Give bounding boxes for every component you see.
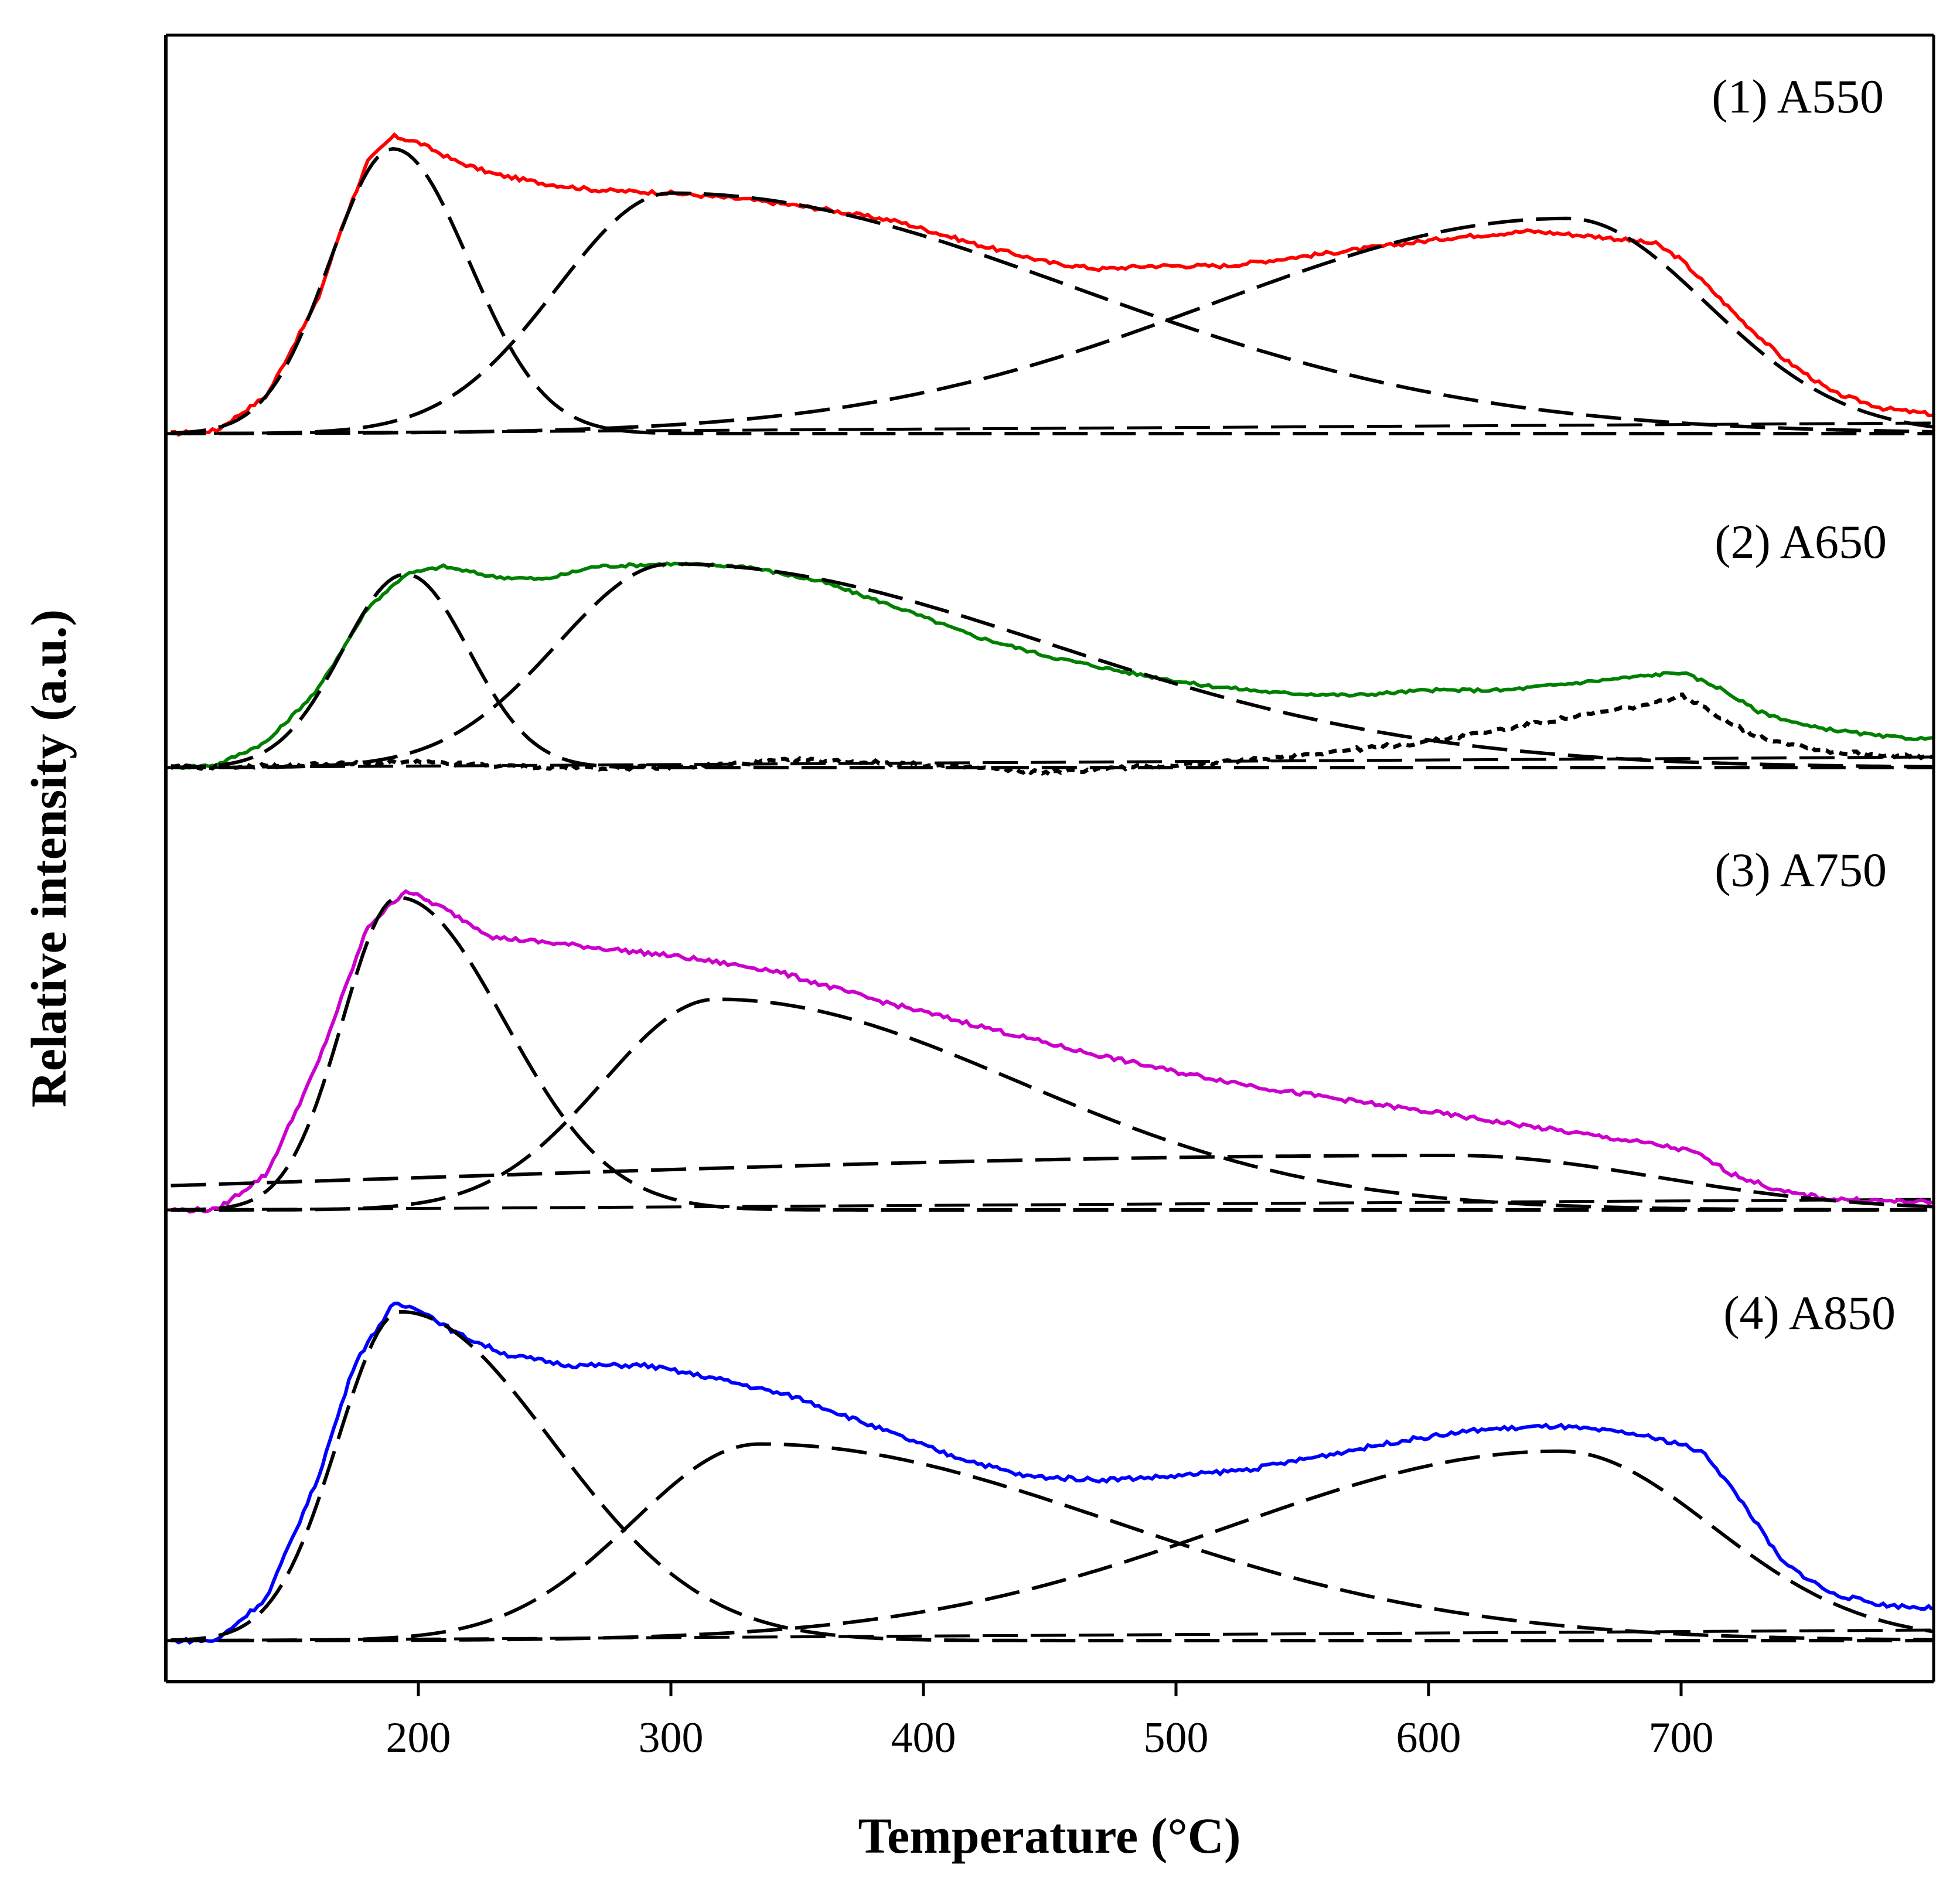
x-tick-label-300: 300 bbox=[639, 1714, 704, 1762]
y-axis-title: Relative intensity (a.u.) bbox=[21, 609, 77, 1107]
panel-4: (4) A850 bbox=[165, 1286, 1934, 1645]
x-tick-label-400: 400 bbox=[891, 1714, 956, 1762]
x-tick-label-200: 200 bbox=[386, 1714, 451, 1762]
x-ticks: 200 300 400 500 600 700 bbox=[386, 1682, 1714, 1762]
panel-1-fit-component-3 bbox=[171, 216, 1934, 435]
panel-4-fit-component-2 bbox=[171, 1442, 1934, 1642]
panel-1-measured-curve bbox=[171, 132, 1932, 437]
panel-1-fit-component-2 bbox=[171, 191, 1934, 435]
axes bbox=[164, 33, 1935, 1683]
panel-4-fit-component-1 bbox=[171, 1310, 1934, 1642]
panel-3-measured-curve bbox=[170, 889, 1933, 1214]
panel-1-label: (1) A550 bbox=[1712, 70, 1884, 123]
panel-3-fit-component-3 bbox=[171, 1154, 1934, 1209]
panel-3: (3) A750 bbox=[165, 843, 1934, 1214]
panel-1-fit-component-1 bbox=[171, 146, 1934, 435]
panel-3-fit-component-2 bbox=[171, 997, 1934, 1212]
panel-2-measured-curve bbox=[169, 561, 1933, 770]
panel-2: (2) A650 bbox=[165, 515, 1934, 778]
panel-3-baseline bbox=[165, 1198, 1934, 1212]
panel-4-label: (4) A850 bbox=[1723, 1286, 1896, 1339]
x-tick-label-500: 500 bbox=[1144, 1714, 1209, 1762]
panel-4-fit-component-3 bbox=[171, 1449, 1934, 1642]
panel-3-label: (3) A750 bbox=[1714, 843, 1887, 896]
panel-4-measured-curve bbox=[171, 1301, 1934, 1645]
panels-layer: (1) A550 (2) A650 (3) A750 (4) A850 bbox=[165, 70, 1934, 1645]
panel-2-label: (2) A650 bbox=[1714, 515, 1887, 568]
panel-3-fit-component-1 bbox=[171, 895, 1934, 1212]
x-axis-title: Temperature (°C) bbox=[858, 1808, 1241, 1864]
x-tick-label-600: 600 bbox=[1396, 1714, 1461, 1762]
x-tick-label-700: 700 bbox=[1649, 1714, 1714, 1762]
panel-2-fit-component-1 bbox=[171, 572, 1934, 769]
panel-2-fit-component-2 bbox=[171, 562, 1934, 769]
panel-1: (1) A550 bbox=[165, 70, 1934, 437]
